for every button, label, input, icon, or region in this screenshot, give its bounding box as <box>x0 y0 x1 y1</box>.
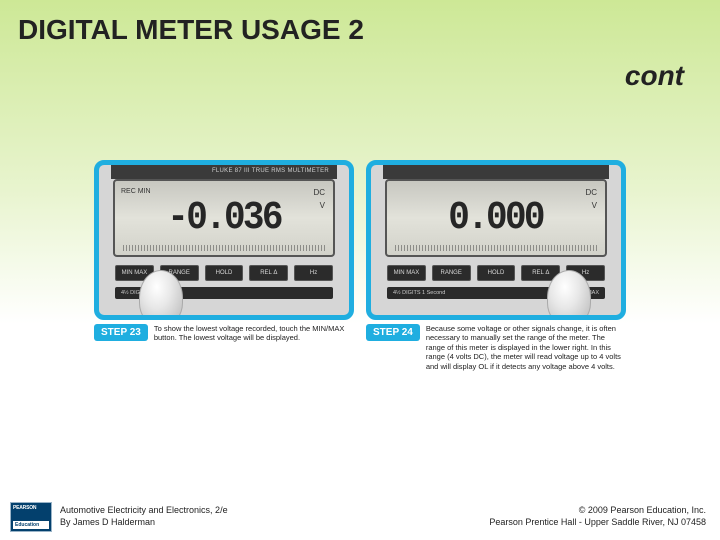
copyright: © 2009 Pearson Education, Inc. Pearson P… <box>489 505 706 528</box>
copyright-line2: Pearson Prentice Hall - Upper Saddle Riv… <box>489 517 706 529</box>
btn-hz: Hz <box>294 265 333 281</box>
lcd-indicator-left: REC MIN <box>121 187 151 197</box>
lcd-v: V <box>320 201 325 210</box>
btn-hold: HOLD <box>205 265 244 281</box>
step-badge: STEP 24 <box>366 324 420 341</box>
lcd-reading: 0.000 <box>449 196 544 241</box>
step-label-row: STEP 23 To show the lowest voltage recor… <box>94 324 354 343</box>
lcd-dc: DC <box>313 188 325 197</box>
copyright-line1: © 2009 Pearson Education, Inc. <box>489 505 706 517</box>
step-badge: STEP 23 <box>94 324 148 341</box>
sub-left: 4½ DIGITS 1 Second <box>393 290 445 296</box>
step-label-row: STEP 24 Because some voltage or other si… <box>366 324 626 371</box>
step-caption: Because some voltage or other signals ch… <box>426 324 626 371</box>
lcd-v: V <box>592 201 597 210</box>
book-author: By James D Halderman <box>60 517 228 529</box>
lcd-indicator-right: DC V <box>585 187 597 213</box>
lcd-reading: -0.036 <box>167 196 280 241</box>
logo-bottom-text: Education <box>13 521 49 529</box>
thumb-icon <box>547 270 591 320</box>
step-24: DC V 0.000 MIN MAX RANGE HOLD REL Δ Hz 4… <box>366 160 626 371</box>
lcd-indicator-right: DC V <box>313 187 325 213</box>
meter-lcd: DC V 0.000 <box>385 179 607 257</box>
book-info: Automotive Electricity and Electronics, … <box>60 505 228 528</box>
pearson-logo: PEARSON Education <box>10 502 52 532</box>
lcd-ruler <box>395 245 597 251</box>
btn-rel: REL Δ <box>249 265 288 281</box>
logo-top-text: PEARSON <box>13 505 49 511</box>
continuation-label: cont <box>625 60 684 92</box>
meter-brand-bar <box>383 165 609 179</box>
footer: PEARSON Education Automotive Electricity… <box>0 494 720 540</box>
thumb-icon <box>139 270 183 320</box>
btn-minmax: MIN MAX <box>387 265 426 281</box>
meter-frame: FLUKE 87 III TRUE RMS MULTIMETER REC MIN… <box>94 160 354 320</box>
btn-hold: HOLD <box>477 265 516 281</box>
lcd-dc: DC <box>585 188 597 197</box>
lcd-ruler <box>123 245 325 251</box>
book-title: Automotive Electricity and Electronics, … <box>60 505 228 517</box>
meter-brand-bar: FLUKE 87 III TRUE RMS MULTIMETER <box>111 165 337 179</box>
steps-container: FLUKE 87 III TRUE RMS MULTIMETER REC MIN… <box>94 160 626 371</box>
btn-range: RANGE <box>432 265 471 281</box>
slide-title: DIGITAL METER USAGE 2 <box>18 14 364 46</box>
footer-left: PEARSON Education Automotive Electricity… <box>10 502 228 532</box>
meter-frame: DC V 0.000 MIN MAX RANGE HOLD REL Δ Hz 4… <box>366 160 626 320</box>
step-caption: To show the lowest voltage recorded, tou… <box>154 324 354 343</box>
step-23: FLUKE 87 III TRUE RMS MULTIMETER REC MIN… <box>94 160 354 371</box>
meter-lcd: REC MIN DC V -0.036 <box>113 179 335 257</box>
